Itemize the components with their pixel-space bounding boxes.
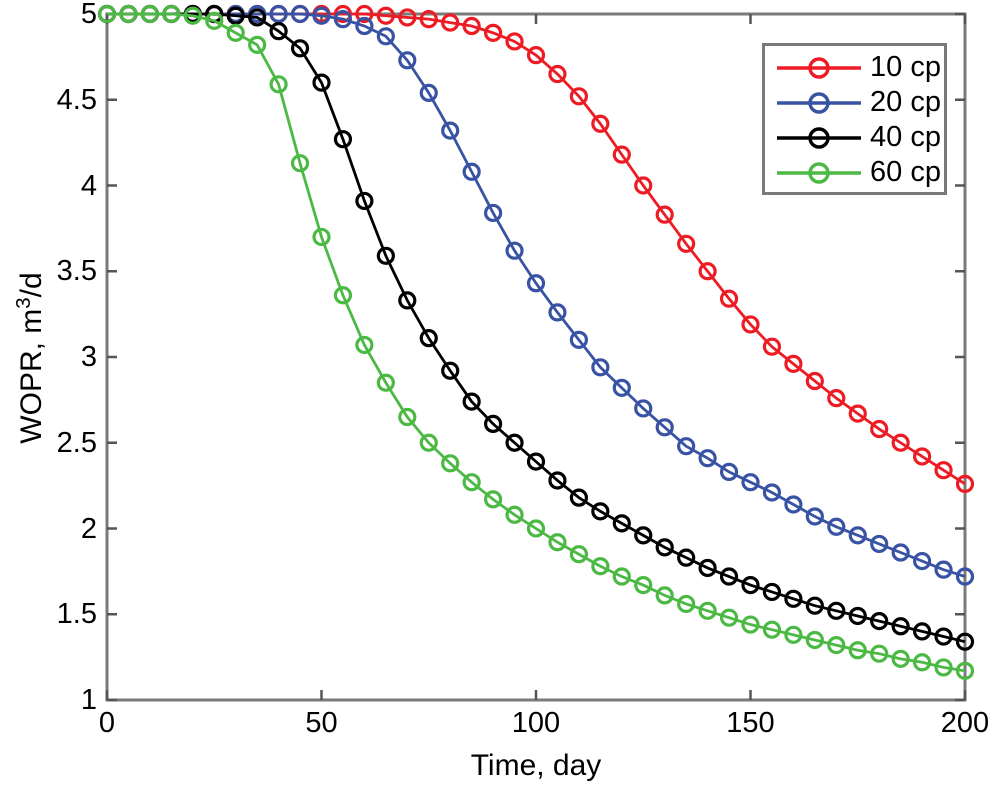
legend-item-10cp: 10 cp	[775, 50, 944, 85]
x-tick-label: 200	[940, 707, 990, 739]
y-axis-title: WOPR, m3/d	[13, 223, 48, 493]
legend-line-marker-60cp	[777, 161, 861, 184]
x-tick-label: 100	[511, 707, 561, 739]
x-tick-label: 0	[98, 707, 116, 739]
y-axis-title-tail: /d	[15, 272, 48, 298]
legend-item-40cp: 40 cp	[775, 120, 944, 155]
y-tick-label: 1	[80, 684, 97, 716]
y-tick-label: 2.5	[56, 426, 97, 459]
series-markers-60cp	[97, 4, 975, 680]
y-axis-title-superscript: 3	[13, 297, 35, 309]
legend-line-marker-40cp	[777, 126, 861, 149]
y-tick-label: 4.5	[56, 83, 97, 116]
y-tick-label: 1.5	[56, 598, 97, 631]
x-tick-label: 150	[726, 707, 775, 739]
series-markers-20cp	[97, 4, 975, 586]
legend-item-20cp: 20 cp	[775, 85, 944, 120]
legend-line-marker-20cp	[777, 91, 861, 114]
x-tick-label: 50	[305, 707, 338, 739]
legend: 10 cp 20 cp 40 cp 60 cp	[762, 43, 947, 195]
legend-label-60cp: 60 cp	[870, 156, 941, 188]
y-tick-label: 4	[80, 169, 97, 202]
y-axis-title-base: WOPR, m	[15, 308, 48, 444]
y-tick-label: 3.5	[56, 255, 97, 288]
y-tick-label: 5	[80, 0, 97, 30]
x-axis-title: Time, day	[470, 749, 602, 782]
legend-label-40cp: 40 cp	[870, 121, 941, 153]
legend-item-60cp: 60 cp	[775, 155, 944, 190]
legend-line-marker-10cp	[777, 56, 861, 79]
legend-label-10cp: 10 cp	[870, 51, 941, 83]
y-tick-label: 3	[80, 341, 97, 373]
y-tick-label: 2	[80, 512, 97, 545]
legend-label-20cp: 20 cp	[870, 86, 941, 118]
